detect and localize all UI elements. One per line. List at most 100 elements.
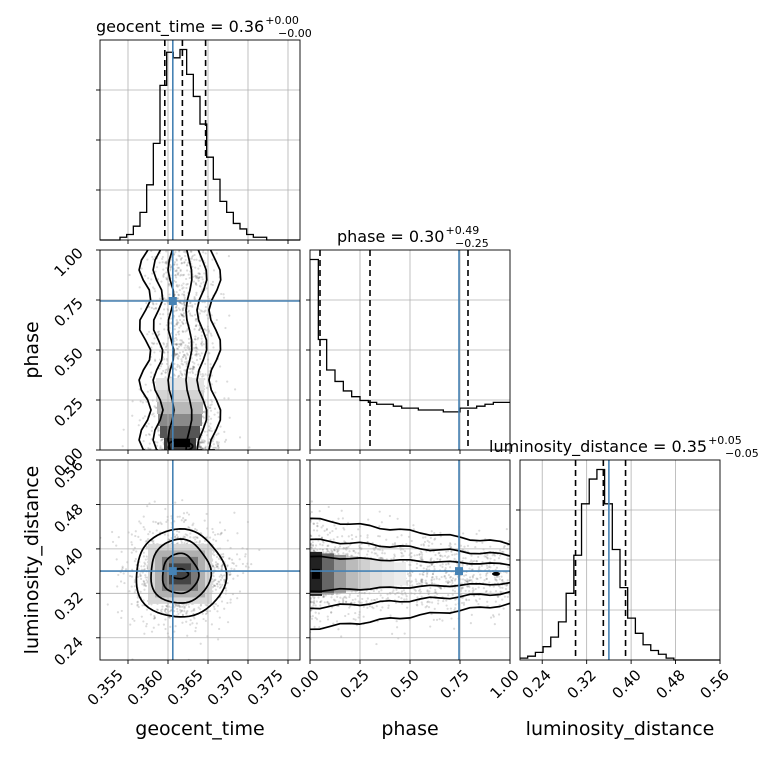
scatter-point <box>462 532 465 535</box>
scatter-point <box>463 545 466 548</box>
scatter-point <box>466 585 469 588</box>
scatter-point <box>378 525 381 528</box>
scatter-point <box>185 283 188 286</box>
scatter-point <box>157 330 161 333</box>
scatter-point <box>342 596 346 599</box>
scatter-point <box>186 610 189 613</box>
scatter-point <box>314 544 318 547</box>
scatter-point <box>138 520 141 523</box>
scatter-point <box>143 561 146 564</box>
scatter-point <box>217 446 220 449</box>
scatter-point <box>489 590 492 593</box>
scatter-point <box>178 288 181 292</box>
scatter-point <box>176 365 179 368</box>
scatter-point <box>311 543 315 547</box>
scatter-point <box>176 323 179 326</box>
scatter-point <box>429 559 432 562</box>
scatter-point <box>191 524 194 527</box>
scatter-point <box>178 326 181 329</box>
scatter-point <box>175 347 179 350</box>
scatter-point <box>152 286 155 289</box>
scatter-point <box>214 539 218 542</box>
scatter-point <box>312 601 316 604</box>
scatter-point <box>482 587 485 590</box>
scatter-point <box>319 543 322 546</box>
scatter-point <box>493 576 497 579</box>
scatter-point <box>160 372 163 375</box>
scatter-point <box>200 352 203 355</box>
scatter-point <box>165 605 169 608</box>
scatter-point <box>189 619 192 622</box>
scatter-point <box>146 564 149 567</box>
scatter-point <box>173 261 177 264</box>
scatter-point <box>352 549 355 552</box>
scatter-point <box>372 607 375 610</box>
scatter-point <box>155 302 158 305</box>
scatter-point <box>165 250 168 253</box>
scatter-point <box>462 601 466 604</box>
scatter-point <box>177 330 181 333</box>
scatter-point <box>316 524 319 528</box>
scatter-point <box>155 444 159 447</box>
scatter-point <box>381 596 384 599</box>
scatter-point <box>375 605 378 608</box>
scatter-point <box>420 595 423 598</box>
scatter-point <box>391 543 394 546</box>
contour-phase-distance-1 <box>310 517 510 631</box>
scatter-point <box>180 342 183 345</box>
scatter-point <box>361 597 364 601</box>
scatter-point <box>205 386 208 389</box>
scatter-point <box>163 351 166 354</box>
density-cell <box>158 414 202 426</box>
scatter-point <box>141 401 145 404</box>
scatter-point <box>218 580 221 583</box>
scatter-point <box>451 553 454 556</box>
scatter-point <box>150 438 153 441</box>
axes-frame-2-0 <box>99 459 301 661</box>
scatter-point <box>214 533 217 536</box>
scatter-point <box>486 556 489 559</box>
scatter-point <box>501 579 504 582</box>
scatter-point <box>147 533 150 536</box>
scatter-point <box>156 428 159 431</box>
histogram-phase <box>310 258 510 413</box>
scatter-point <box>168 616 171 619</box>
scatter-point <box>198 541 201 544</box>
scatter-point <box>367 518 370 521</box>
scatter-point <box>319 620 322 623</box>
scatter-point <box>383 552 386 555</box>
scatter-point <box>151 301 154 304</box>
scatter-point <box>497 557 501 560</box>
scatter-point <box>428 590 431 593</box>
scatter-point <box>148 530 151 533</box>
scatter-point <box>145 301 148 305</box>
scatter-point <box>466 578 469 581</box>
scatter-point <box>124 568 128 571</box>
scatter-point <box>453 579 457 582</box>
scatter-point <box>448 566 452 569</box>
scatter-point <box>503 545 506 548</box>
scatter-point <box>484 590 488 593</box>
scatter-point <box>350 554 353 557</box>
scatter-point <box>183 296 186 299</box>
scatter-point <box>494 578 497 581</box>
scatter-point <box>318 534 321 537</box>
scatter-point <box>464 557 467 560</box>
scatter-point <box>212 538 215 541</box>
scatter-point <box>162 308 166 311</box>
scatter-point <box>377 590 381 593</box>
scatter-point <box>204 445 207 448</box>
scatter-point <box>416 596 419 599</box>
scatter-point <box>433 582 436 585</box>
scatter-point <box>164 627 167 631</box>
scatter-point <box>186 346 189 349</box>
scatter-point <box>235 564 238 567</box>
scatter-point <box>168 616 172 619</box>
title-phase: phase = 0.30+0.49 <box>337 224 479 246</box>
scatter-point <box>184 254 187 258</box>
scatter-point <box>203 328 206 331</box>
scatter-point <box>177 354 180 358</box>
scatter-point <box>419 579 423 583</box>
scatter-point <box>199 604 202 607</box>
scatter-point <box>443 554 447 557</box>
